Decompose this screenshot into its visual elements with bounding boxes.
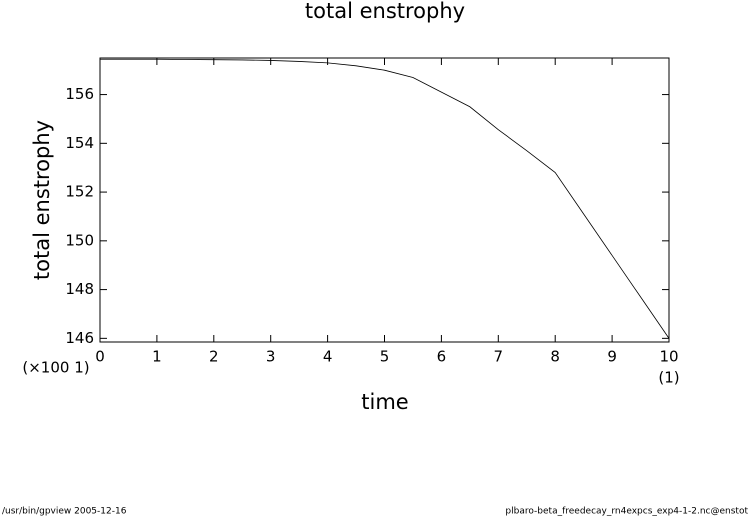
chart-title: total enstrophy <box>305 0 465 23</box>
y-tick-label: 150 <box>65 231 94 249</box>
y-tick-label: 148 <box>65 280 94 298</box>
x-tick-label: 3 <box>266 348 276 366</box>
x-axis-label: time <box>361 390 408 414</box>
x-tick-label: 2 <box>209 348 219 366</box>
x-tick-label: 8 <box>550 348 560 366</box>
y-tick-label: 154 <box>65 134 94 152</box>
y-axis-label: total enstrophy <box>30 120 54 280</box>
x-tick-label: 10 <box>659 348 678 366</box>
x-tick-label: 1 <box>152 348 162 366</box>
x-tick-label: 7 <box>494 348 504 366</box>
footer-left: /usr/bin/gpview 2005-12-16 <box>2 507 127 516</box>
x-tick-label: 4 <box>323 348 333 366</box>
x-scale-label: (×100 1) <box>22 359 89 377</box>
footer-right: plbaro-beta_freedecay_rn4expcs_exp4-1-2.… <box>505 507 748 516</box>
data-line <box>100 58 670 339</box>
y-tick-label: 156 <box>65 85 94 103</box>
x-tick-label: 0 <box>95 348 105 366</box>
x-tick-label: 5 <box>380 348 390 366</box>
y-tick-label: 152 <box>65 183 94 201</box>
y-tick-label: 146 <box>65 329 94 347</box>
x-tick-label: 6 <box>437 348 447 366</box>
x-tick-label: 9 <box>607 348 617 366</box>
x-unit-label: (1) <box>658 369 679 387</box>
